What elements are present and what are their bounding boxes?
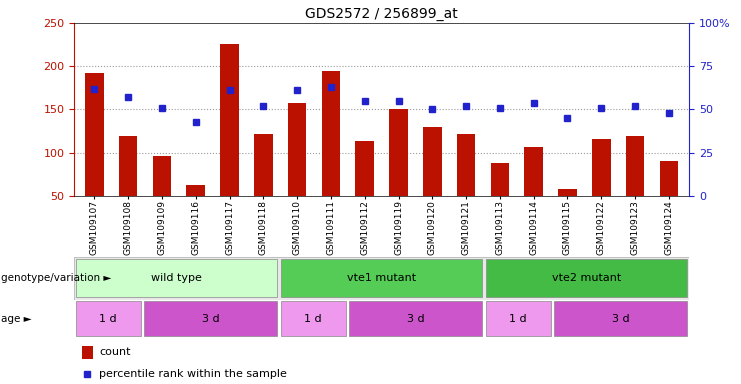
Bar bbox=[119, 136, 138, 196]
Bar bbox=[153, 156, 171, 196]
Bar bbox=[187, 185, 205, 196]
Bar bbox=[525, 147, 543, 196]
Text: 1 d: 1 d bbox=[99, 314, 117, 324]
Bar bbox=[281, 301, 346, 336]
Text: genotype/variation ►: genotype/variation ► bbox=[1, 273, 112, 283]
Bar bbox=[349, 301, 482, 336]
Bar bbox=[558, 189, 576, 196]
Bar bbox=[389, 109, 408, 196]
Bar bbox=[322, 71, 340, 196]
Bar bbox=[144, 301, 277, 336]
Text: 3 d: 3 d bbox=[202, 314, 219, 324]
Text: vte2 mutant: vte2 mutant bbox=[552, 273, 621, 283]
Text: wild type: wild type bbox=[151, 273, 202, 283]
Bar bbox=[281, 260, 482, 297]
Bar bbox=[76, 260, 277, 297]
Bar bbox=[554, 301, 688, 336]
Bar bbox=[82, 346, 93, 359]
Text: count: count bbox=[99, 347, 131, 357]
Text: 3 d: 3 d bbox=[407, 314, 425, 324]
Bar bbox=[491, 163, 509, 196]
Text: 1 d: 1 d bbox=[305, 314, 322, 324]
Bar bbox=[456, 134, 476, 196]
Text: percentile rank within the sample: percentile rank within the sample bbox=[99, 369, 288, 379]
Text: 3 d: 3 d bbox=[612, 314, 630, 324]
Title: GDS2572 / 256899_at: GDS2572 / 256899_at bbox=[305, 7, 458, 21]
Bar bbox=[486, 301, 551, 336]
Bar bbox=[76, 301, 141, 336]
Bar bbox=[625, 136, 645, 196]
Text: age ►: age ► bbox=[1, 314, 32, 324]
Bar bbox=[356, 141, 374, 196]
Bar bbox=[220, 44, 239, 196]
Bar bbox=[254, 134, 273, 196]
Text: 1 d: 1 d bbox=[510, 314, 527, 324]
Bar bbox=[486, 260, 688, 297]
Bar bbox=[85, 73, 104, 196]
Bar bbox=[288, 103, 307, 196]
Text: vte1 mutant: vte1 mutant bbox=[347, 273, 416, 283]
Bar bbox=[592, 139, 611, 196]
Bar bbox=[659, 161, 678, 196]
Bar bbox=[423, 127, 442, 196]
